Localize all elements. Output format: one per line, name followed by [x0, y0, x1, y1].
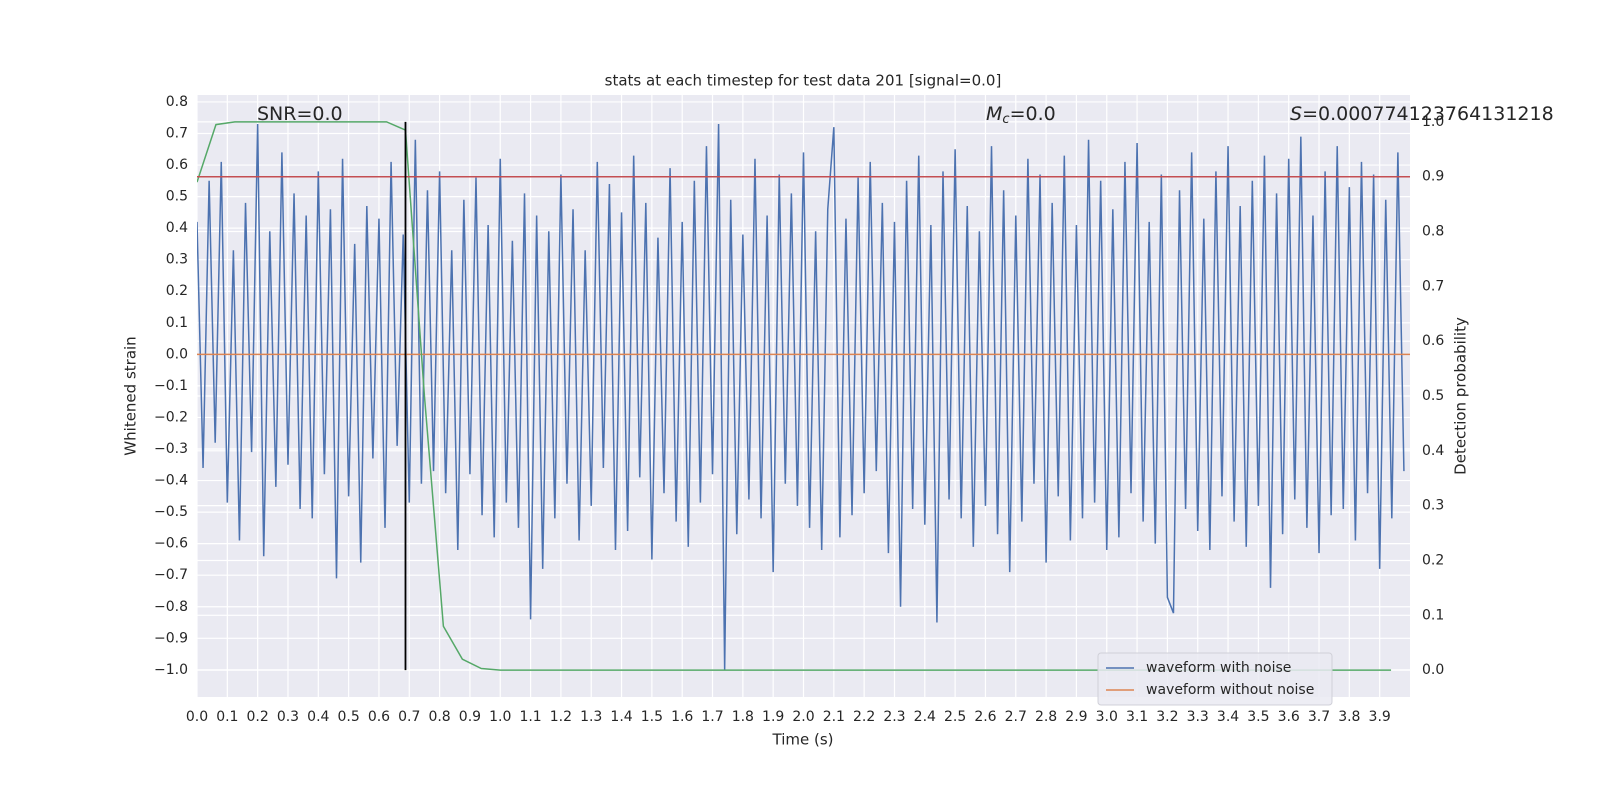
- y-tick-label: −0.2: [154, 409, 188, 425]
- y-tick-label: 0.3: [166, 252, 188, 268]
- x-tick-label: 3.1: [1126, 709, 1148, 725]
- y-tick-label: 0.4: [166, 220, 188, 236]
- annotation-subscript: c: [1002, 112, 1009, 127]
- y2-tick-label: 0.0: [1422, 662, 1444, 678]
- y-axis-label: Whitened strain: [122, 336, 140, 455]
- x-tick-label: 2.9: [1065, 709, 1087, 725]
- y-tick-label: −0.4: [154, 473, 188, 489]
- x-tick-label: 1.5: [641, 709, 663, 725]
- annotation: SNR=0.0: [257, 103, 343, 125]
- legend-label: waveform with noise: [1146, 660, 1291, 676]
- x-tick-label: 3.8: [1338, 709, 1360, 725]
- y-tick-label: 0.8: [166, 94, 188, 110]
- x-tick-label: 2.8: [1035, 709, 1057, 725]
- x-tick-label: 2.3: [883, 709, 905, 725]
- annotation: Mc=0.0: [986, 103, 1056, 127]
- y2-tick-label: 0.3: [1422, 498, 1444, 514]
- x-tick-label: 0.6: [368, 709, 390, 725]
- x-tick-label: 0.5: [337, 709, 359, 725]
- x-tick-label: 0.0: [186, 709, 208, 725]
- x-tick-label: 1.9: [762, 709, 784, 725]
- x-tick-label: 3.3: [1187, 709, 1209, 725]
- x-tick-label: 0.9: [459, 709, 481, 725]
- x-tick-label: 3.9: [1369, 709, 1391, 725]
- x-tick-label: 2.5: [944, 709, 966, 725]
- chart-title: stats at each timestep for test data 201…: [605, 72, 1002, 90]
- y2-tick-label: 0.5: [1422, 388, 1444, 404]
- x-tick-label: 3.2: [1156, 709, 1178, 725]
- x-tick-label: 2.6: [974, 709, 996, 725]
- y2-tick-label: 0.8: [1422, 224, 1444, 240]
- y-tick-label: 0.2: [166, 283, 188, 299]
- y-tick-label: −0.1: [154, 378, 188, 394]
- x-tick-label: 0.7: [398, 709, 420, 725]
- annotation-symbol: S: [1290, 103, 1302, 125]
- y-tick-label: −0.9: [154, 630, 188, 646]
- x-tick-label: 2.1: [823, 709, 845, 725]
- y-tick-label: 0.5: [166, 189, 188, 205]
- x-tick-label: 3.7: [1308, 709, 1330, 725]
- x-tick-label: 0.4: [307, 709, 329, 725]
- x-tick-label: 1.1: [519, 709, 541, 725]
- series-line: [197, 124, 1405, 670]
- x-tick-label: 2.2: [853, 709, 875, 725]
- y2-tick-label: 0.1: [1422, 607, 1444, 623]
- annotation: S=0.000774123764131218: [1290, 103, 1554, 125]
- x-tick-label: 3.4: [1217, 709, 1239, 725]
- x-tick-label: 2.0: [792, 709, 814, 725]
- x-tick-label: 1.7: [701, 709, 723, 725]
- y-tick-label: 0.1: [166, 315, 188, 331]
- y2-tick-label: 0.4: [1422, 443, 1444, 459]
- x-tick-label: 1.4: [610, 709, 632, 725]
- annotation-text: =0.0: [1010, 103, 1056, 125]
- legend-box: [1097, 652, 1333, 706]
- y-tick-label: −0.6: [154, 536, 188, 552]
- annotation-text: =0.000774123764131218: [1302, 103, 1554, 125]
- x-axis-label: Time (s): [772, 731, 834, 749]
- annotation-symbol: M: [986, 103, 1002, 125]
- y-tick-label: 0.7: [166, 125, 188, 141]
- x-tick-label: 0.3: [277, 709, 299, 725]
- y2-tick-label: 0.6: [1422, 333, 1444, 349]
- y-tick-label: −0.8: [154, 599, 188, 615]
- y2-tick-label: 1.0: [1422, 114, 1444, 130]
- x-tick-label: 1.2: [550, 709, 572, 725]
- x-tick-label: 1.3: [580, 709, 602, 725]
- x-tick-label: 2.7: [1005, 709, 1027, 725]
- x-tick-label: 2.4: [914, 709, 936, 725]
- y2-tick-label: 0.9: [1422, 169, 1444, 185]
- x-tick-label: 0.8: [428, 709, 450, 725]
- y2-axis-label: Detection probability: [1452, 317, 1470, 475]
- x-tick-label: 3.6: [1278, 709, 1300, 725]
- x-tick-label: 3.0: [1096, 709, 1118, 725]
- annotation-text: SNR=0.0: [257, 103, 343, 125]
- x-tick-label: 1.8: [732, 709, 754, 725]
- y-tick-label: −0.3: [154, 441, 188, 457]
- y-tick-label: −1.0: [154, 662, 188, 678]
- y-tick-label: 0.6: [166, 157, 188, 173]
- legend-label: waveform without noise: [1146, 682, 1314, 698]
- x-tick-label: 0.2: [247, 709, 269, 725]
- y2-tick-label: 0.2: [1422, 552, 1444, 568]
- x-tick-label: 1.6: [671, 709, 693, 725]
- x-tick-label: 3.5: [1247, 709, 1269, 725]
- y-tick-label: −0.5: [154, 504, 188, 520]
- x-tick-label: 1.0: [489, 709, 511, 725]
- y-tick-label: 0.0: [166, 346, 188, 362]
- x-tick-label: 0.1: [216, 709, 238, 725]
- y2-tick-label: 0.7: [1422, 278, 1444, 294]
- y-tick-label: −0.7: [154, 567, 188, 583]
